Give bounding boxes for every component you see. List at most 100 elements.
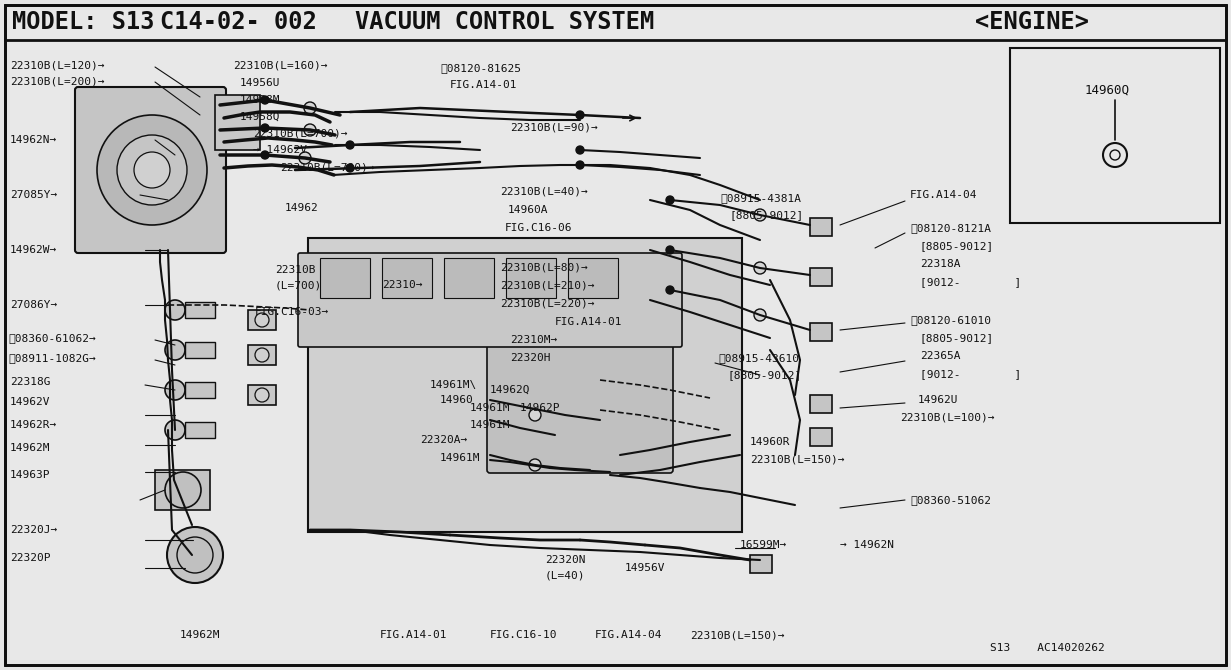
Circle shape [299,152,311,164]
Bar [247,385,276,405]
Bar [185,302,215,318]
Text: 22310B(L=700)→: 22310B(L=700)→ [279,163,374,173]
Text: 14958M: 14958M [240,95,281,105]
Text: Ⓞ08911-1082G→: Ⓞ08911-1082G→ [7,353,96,363]
Circle shape [755,209,766,221]
Text: [8805-9012]: [8805-9012] [730,210,804,220]
Text: FIG.C16-10: FIG.C16-10 [490,630,558,640]
Text: 22310→: 22310→ [382,280,422,290]
Text: [8805-9012]: [8805-9012] [920,333,995,343]
Text: 14960: 14960 [439,395,474,405]
Bar [247,310,276,330]
Text: 22310M→: 22310M→ [510,335,558,345]
Text: ⓗ08915-4381A: ⓗ08915-4381A [720,193,801,203]
Text: ⒲08120-61010: ⒲08120-61010 [910,315,991,325]
Circle shape [167,527,223,583]
Text: 22320A→: 22320A→ [420,435,468,445]
Text: 14962W→: 14962W→ [10,245,58,255]
Text: 14956V: 14956V [625,563,666,573]
Text: 14962N→: 14962N→ [10,135,58,145]
Circle shape [529,459,540,471]
Circle shape [666,246,675,254]
Text: (L=40): (L=40) [545,570,586,580]
Text: MODEL: S13: MODEL: S13 [12,10,155,34]
Bar [444,258,494,298]
Bar [810,395,832,413]
Text: S13    AC14020262: S13 AC14020262 [990,643,1104,653]
Circle shape [666,196,675,204]
Text: → 14962N: → 14962N [840,540,894,550]
Circle shape [255,313,270,327]
FancyBboxPatch shape [298,253,682,347]
Text: (L=700): (L=700) [275,281,323,291]
Circle shape [165,340,185,360]
Text: 22318G: 22318G [10,377,50,387]
Bar [320,258,371,298]
Circle shape [261,124,270,132]
Text: 14962U: 14962U [918,395,959,405]
Text: FIG.A14-01: FIG.A14-01 [380,630,448,640]
Text: 14962P: 14962P [519,403,560,413]
Circle shape [666,286,675,294]
Circle shape [1103,143,1128,167]
Text: [8805-9012]: [8805-9012] [728,370,803,380]
Text: 22365A: 22365A [920,351,960,361]
Bar [567,258,618,298]
Text: 14962R→: 14962R→ [10,420,58,430]
Text: 22310B(L=120)→: 22310B(L=120)→ [10,61,105,71]
Bar [155,470,211,510]
Text: 22320J→: 22320J→ [10,525,58,535]
Text: 14962M: 14962M [180,630,220,640]
Bar [810,218,832,236]
Text: FIG.C16-06: FIG.C16-06 [505,223,572,233]
Text: 16599M→: 16599M→ [740,540,788,550]
Text: 14956U: 14956U [240,78,281,88]
Text: 22310B(L=160)→: 22310B(L=160)→ [233,60,327,70]
Circle shape [177,537,213,573]
Text: 27085Y→: 27085Y→ [10,190,58,200]
Text: 14961M: 14961M [470,420,511,430]
Text: ⓗ08915-43610: ⓗ08915-43610 [718,353,799,363]
Text: 22318A: 22318A [920,259,960,269]
Text: 22310B(L=80)→: 22310B(L=80)→ [500,263,587,273]
Text: 22310B(L=150)→: 22310B(L=150)→ [750,455,844,465]
Text: 22310B(L=220)→: 22310B(L=220)→ [500,299,595,309]
Text: [9012-        ]: [9012- ] [920,369,1022,379]
Text: ⒲08120-8121A: ⒲08120-8121A [910,223,991,233]
Text: C14-02- 002: C14-02- 002 [160,10,316,34]
Text: FIG.A14-01: FIG.A14-01 [451,80,517,90]
Text: 22310B(L=100)→: 22310B(L=100)→ [900,413,995,423]
Text: 14960R: 14960R [750,437,790,447]
Text: ⒲08120-81625: ⒲08120-81625 [439,63,521,73]
Text: [8805-9012]: [8805-9012] [920,241,995,251]
Bar [810,323,832,341]
Text: Ⓝ08360-61062→: Ⓝ08360-61062→ [7,333,96,343]
Bar [750,555,772,573]
Text: 22310B(L=200)→: 22310B(L=200)→ [10,77,105,87]
Circle shape [165,420,185,440]
Circle shape [261,96,270,104]
Text: 14958Q: 14958Q [240,112,281,122]
Circle shape [346,164,355,172]
FancyBboxPatch shape [75,87,227,253]
Text: 14962Q: 14962Q [490,385,531,395]
Text: 14961M: 14961M [439,453,480,463]
Circle shape [97,115,207,225]
Text: Ⓝ08360-51062: Ⓝ08360-51062 [910,495,991,505]
Text: 14960Q: 14960Q [1085,84,1130,96]
Circle shape [255,388,270,402]
Bar [247,345,276,365]
Text: [9012-        ]: [9012- ] [920,277,1022,287]
Circle shape [755,309,766,321]
Text: 14962M: 14962M [10,443,50,453]
Circle shape [117,135,187,205]
Text: FIG.A14-01: FIG.A14-01 [555,317,623,327]
Bar [185,342,215,358]
Text: FIG.A14-04: FIG.A14-04 [910,190,977,200]
Text: 22310B(L=700)→: 22310B(L=700)→ [254,128,347,138]
Text: 22310B(L=210)→: 22310B(L=210)→ [500,281,595,291]
Text: 22310B: 22310B [275,265,315,275]
Text: 14961M\: 14961M\ [430,380,478,390]
Circle shape [1110,150,1120,160]
Text: 22320N: 22320N [545,555,586,565]
